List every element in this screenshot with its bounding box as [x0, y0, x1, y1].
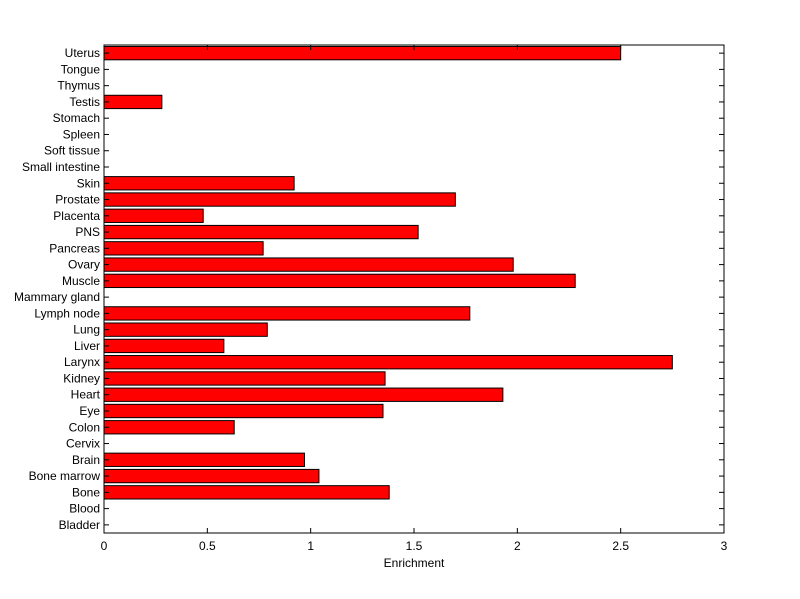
category-label: Testis — [69, 95, 100, 109]
category-label: Colon — [69, 420, 100, 434]
bars-layer — [103, 45, 673, 500]
category-label: Soft tissue — [44, 144, 100, 158]
category-label: Small intestine — [22, 160, 100, 174]
bar-lung — [103, 322, 268, 337]
category-label: Placenta — [53, 209, 100, 223]
x-tick-label: 1.5 — [406, 539, 423, 553]
category-label: Stomach — [53, 111, 100, 125]
bar-bone — [103, 485, 390, 500]
category-label: Pancreas — [49, 241, 100, 255]
bar-brain — [103, 452, 305, 467]
bar-liver — [103, 338, 225, 354]
category-label: PNS — [75, 225, 100, 239]
category-label: Cervix — [66, 437, 100, 451]
category-label: Brain — [72, 453, 100, 467]
x-tick-label: 0 — [101, 539, 108, 553]
x-axis-label: Enrichment — [384, 556, 445, 570]
bar-bone-marrow — [103, 468, 320, 484]
x-tick-label: 2.5 — [612, 539, 629, 553]
bar-kidney — [103, 371, 386, 386]
category-label: Liver — [74, 339, 100, 353]
bar-skin — [103, 176, 295, 191]
category-label: Bladder — [59, 518, 100, 532]
bar-pns — [103, 224, 419, 240]
bar-prostate — [103, 192, 456, 207]
bar-colon — [103, 420, 235, 435]
category-label: Tongue — [61, 62, 101, 76]
x-tick-label: 0.5 — [199, 539, 216, 553]
x-tick-label: 2 — [514, 539, 521, 553]
category-label: Blood — [69, 502, 100, 516]
category-label: Skin — [77, 176, 100, 190]
bar-pancreas — [103, 241, 264, 256]
category-label: Spleen — [63, 127, 100, 141]
bar-placenta — [103, 208, 204, 223]
category-label: Prostate — [55, 193, 100, 207]
x-tick-label: 3 — [721, 539, 728, 553]
bar-muscle — [103, 273, 576, 289]
category-label: Lung — [73, 323, 100, 337]
category-label: Lymph node — [34, 306, 100, 320]
category-label: Bone marrow — [29, 469, 101, 483]
bar-heart — [103, 387, 504, 402]
plot-frame — [103, 44, 725, 534]
category-label: Larynx — [64, 355, 100, 369]
labels-layer: Uterus Tongue Thymus Testis Stomach Spleen Sof… — [14, 46, 728, 553]
category-label: Thymus — [57, 79, 100, 93]
category-label: Kidney — [63, 371, 100, 385]
category-label: Uterus — [65, 46, 100, 60]
bar-eye — [103, 403, 384, 419]
bar-lymph-node — [103, 306, 471, 321]
category-label: Muscle — [62, 274, 100, 288]
category-label: Eye — [79, 404, 100, 418]
category-label: Ovary — [68, 258, 100, 272]
bar-larynx — [103, 355, 673, 370]
bar-ovary — [103, 257, 514, 272]
category-label: Bone — [72, 485, 100, 499]
category-label: Heart — [71, 388, 101, 402]
x-tick-label: 1 — [307, 539, 314, 553]
category-label: Mammary gland — [14, 290, 100, 304]
bar-uterus — [103, 45, 622, 61]
bar-testis — [103, 94, 163, 110]
